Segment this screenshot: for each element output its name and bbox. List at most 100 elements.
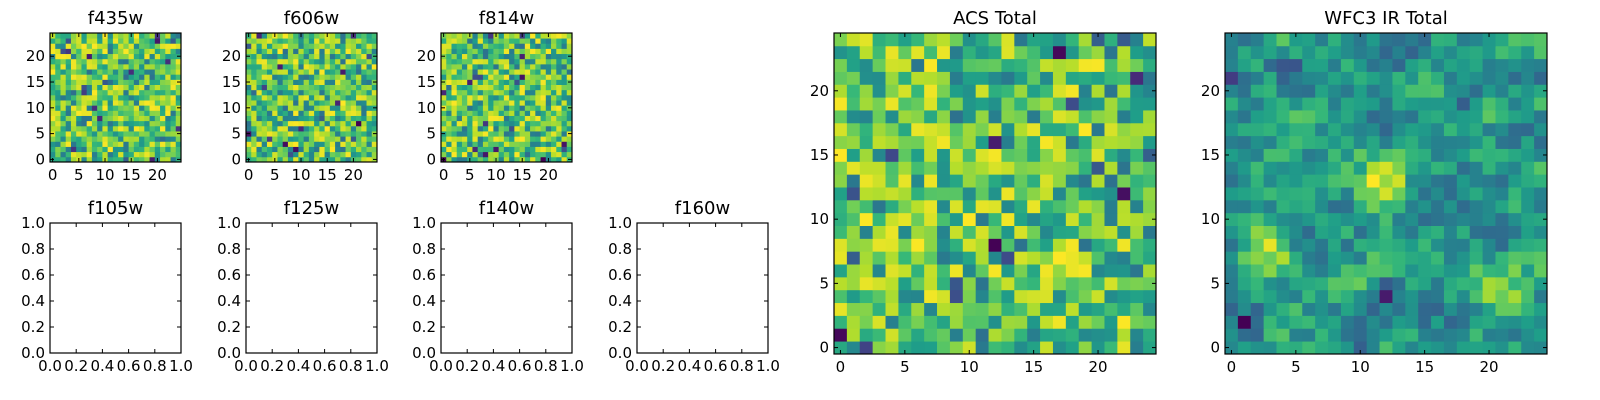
heatmap-cell: [81, 105, 88, 111]
heatmap-cell: [1130, 148, 1144, 162]
heatmap-cell: [1263, 174, 1277, 188]
heatmap-cell: [251, 43, 257, 49]
heatmap-cell: [1117, 135, 1131, 149]
heatmap-cell: [1302, 187, 1316, 201]
heatmap-cell: [556, 58, 562, 65]
heatmap-cell: [324, 110, 331, 116]
heatmap-cell: [1225, 71, 1239, 85]
heatmap-cell: [1237, 110, 1252, 124]
heatmap-cell: [1418, 289, 1432, 304]
heatmap-cell: [1534, 161, 1548, 175]
heatmap-cell: [1104, 212, 1118, 226]
heatmap-cell: [303, 74, 310, 80]
heatmap-cell: [118, 38, 124, 44]
heatmap-cell: [123, 110, 129, 116]
heatmap-cell: [1040, 341, 1054, 355]
heatmap-cell: [1418, 315, 1432, 329]
heatmap-cell: [1302, 199, 1316, 214]
heatmap-cell: [1263, 341, 1277, 355]
heatmap-cell: [298, 89, 305, 96]
heatmap-cell: [97, 43, 103, 49]
heatmap-cell: [282, 110, 289, 116]
heatmap-cell: [1508, 33, 1522, 47]
heatmap-cell: [91, 105, 98, 111]
heatmap-cell: [859, 251, 874, 265]
heatmap-cell: [361, 84, 367, 91]
heatmap-cell: [314, 94, 320, 101]
heatmap-cell: [1143, 174, 1157, 188]
x-tick-label: 0.8: [730, 357, 754, 375]
heatmap-cell: [885, 302, 899, 316]
heatmap-cell: [266, 43, 273, 49]
heatmap-cell: [277, 105, 284, 111]
heatmap-cell: [556, 151, 562, 158]
heatmap-cell: [1225, 238, 1239, 252]
heatmap-cell: [898, 174, 912, 188]
heatmap-cell: [266, 146, 273, 153]
heatmap-cell: [540, 79, 547, 85]
heatmap-cell: [97, 79, 103, 85]
heatmap-cell: [1508, 148, 1522, 162]
heatmap-cell: [1027, 84, 1041, 98]
heatmap-cell: [81, 156, 88, 163]
heatmap-cell: [86, 89, 93, 96]
heatmap-cell: [467, 151, 473, 158]
heatmap-cell: [366, 131, 373, 137]
x-tick-label: 0.4: [677, 357, 701, 375]
x-tick-label: 0.0: [625, 357, 649, 375]
heatmap-cell: [1014, 161, 1028, 175]
heatmap-cell: [566, 74, 573, 80]
heatmap-cell: [1353, 302, 1368, 316]
heatmap-cell: [498, 125, 505, 132]
heatmap-cell: [1001, 97, 1015, 111]
heatmap-cell: [55, 110, 61, 116]
heatmap-cell: [488, 136, 494, 142]
heatmap-cell: [446, 110, 452, 116]
heatmap-cell: [566, 58, 573, 65]
heatmap-cell: [272, 38, 278, 44]
heatmap-cell: [488, 84, 494, 91]
heatmap-cell: [1405, 251, 1419, 265]
heatmap-cell: [282, 48, 289, 55]
heatmap-cell: [498, 141, 505, 147]
x-tick-label: 0.4: [90, 357, 114, 375]
heatmap-cell: [1091, 58, 1105, 72]
heatmap-cell: [872, 110, 886, 124]
heatmap-cell: [55, 115, 61, 122]
heatmap-cell: [514, 151, 520, 158]
heatmap-cell: [149, 33, 156, 39]
y-tick-label: 1.0: [412, 214, 436, 232]
heatmap-cell: [361, 156, 367, 163]
heatmap-cell: [1353, 122, 1368, 137]
heatmap-cell: [834, 33, 848, 47]
heatmap-cell: [524, 33, 531, 39]
heatmap-cell: [1534, 238, 1548, 252]
heatmap-cell: [345, 120, 352, 127]
heatmap-cell: [1366, 122, 1380, 137]
heatmap-cell: [277, 125, 284, 132]
heatmap-cell: [160, 146, 166, 153]
heatmap-cell: [949, 45, 964, 60]
heatmap-cell: [1052, 212, 1067, 226]
heatmap-cell: [530, 58, 536, 65]
heatmap-cell: [154, 48, 161, 55]
heatmap-cell: [1143, 71, 1157, 85]
heatmap-cell: [846, 33, 861, 47]
heatmap-cell: [366, 94, 373, 101]
heatmap-cell: [1225, 97, 1239, 111]
heatmap-cell: [561, 43, 568, 49]
heatmap-cell: [1521, 212, 1535, 226]
heatmap-cell: [97, 125, 103, 132]
heatmap-cell: [467, 79, 473, 85]
heatmap-cell: [70, 94, 77, 101]
heatmap-cell: [477, 33, 484, 39]
heatmap-cell: [170, 48, 177, 55]
heatmap-cell: [175, 63, 182, 70]
heatmap-cell: [509, 48, 515, 55]
heatmap-cell: [70, 58, 77, 65]
heatmap-cell: [1392, 97, 1406, 111]
heatmap-cell: [149, 110, 156, 116]
heatmap-cell: [345, 100, 352, 106]
heatmap-cell: [1405, 122, 1419, 137]
heatmap-cell: [872, 264, 886, 278]
